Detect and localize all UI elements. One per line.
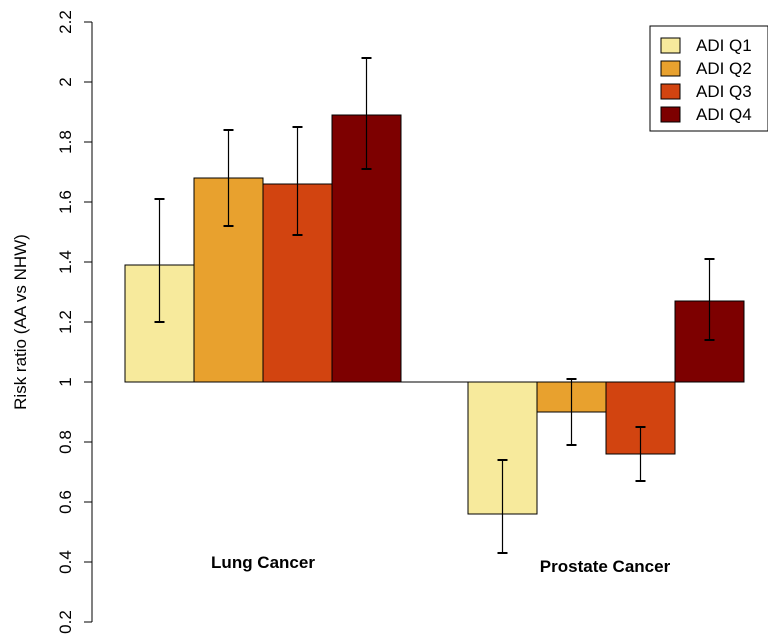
category-labels: Lung Cancer Prostate Cancer (211, 553, 671, 576)
y-tick-label-10: 2.2 (56, 10, 75, 34)
legend-label-q2: ADI Q2 (696, 59, 752, 78)
y-tick-label-9: 2 (56, 77, 75, 86)
legend: ADI Q1 ADI Q2 ADI Q3 ADI Q4 (649, 25, 768, 132)
legend-swatch-q1 (660, 37, 681, 54)
y-tick-label-7: 1.6 (56, 190, 75, 214)
category-label-lung: Lung Cancer (211, 553, 315, 572)
y-tick-label-6: 1.4 (56, 250, 75, 274)
y-tick-label-4: 1 (56, 377, 75, 386)
y-tick-label-1: 0.4 (56, 550, 75, 574)
y-axis: 0.2 0.4 0.6 0.8 1 1.2 1.4 1.6 1.8 2 2.2 (56, 10, 93, 634)
y-tick-label-3: 0.8 (56, 430, 75, 454)
legend-label-q1: ADI Q1 (696, 36, 752, 55)
legend-label-q3: ADI Q3 (696, 82, 752, 101)
error-bars-group (154, 57, 715, 554)
legend-swatch-q4 (660, 106, 681, 123)
y-tick-label-0: 0.2 (56, 610, 75, 634)
bars-group (124, 114, 745, 515)
y-tick-label-5: 1.2 (56, 310, 75, 334)
y-axis-title: Risk ratio (AA vs NHW) (11, 234, 30, 410)
legend-swatch-q2 (660, 60, 681, 77)
legend-label-q4: ADI Q4 (696, 105, 752, 124)
legend-swatch-q3 (660, 83, 681, 100)
y-tick-label-8: 1.8 (56, 130, 75, 154)
y-tick-label-2: 0.6 (56, 490, 75, 514)
category-label-prostate: Prostate Cancer (540, 557, 671, 576)
